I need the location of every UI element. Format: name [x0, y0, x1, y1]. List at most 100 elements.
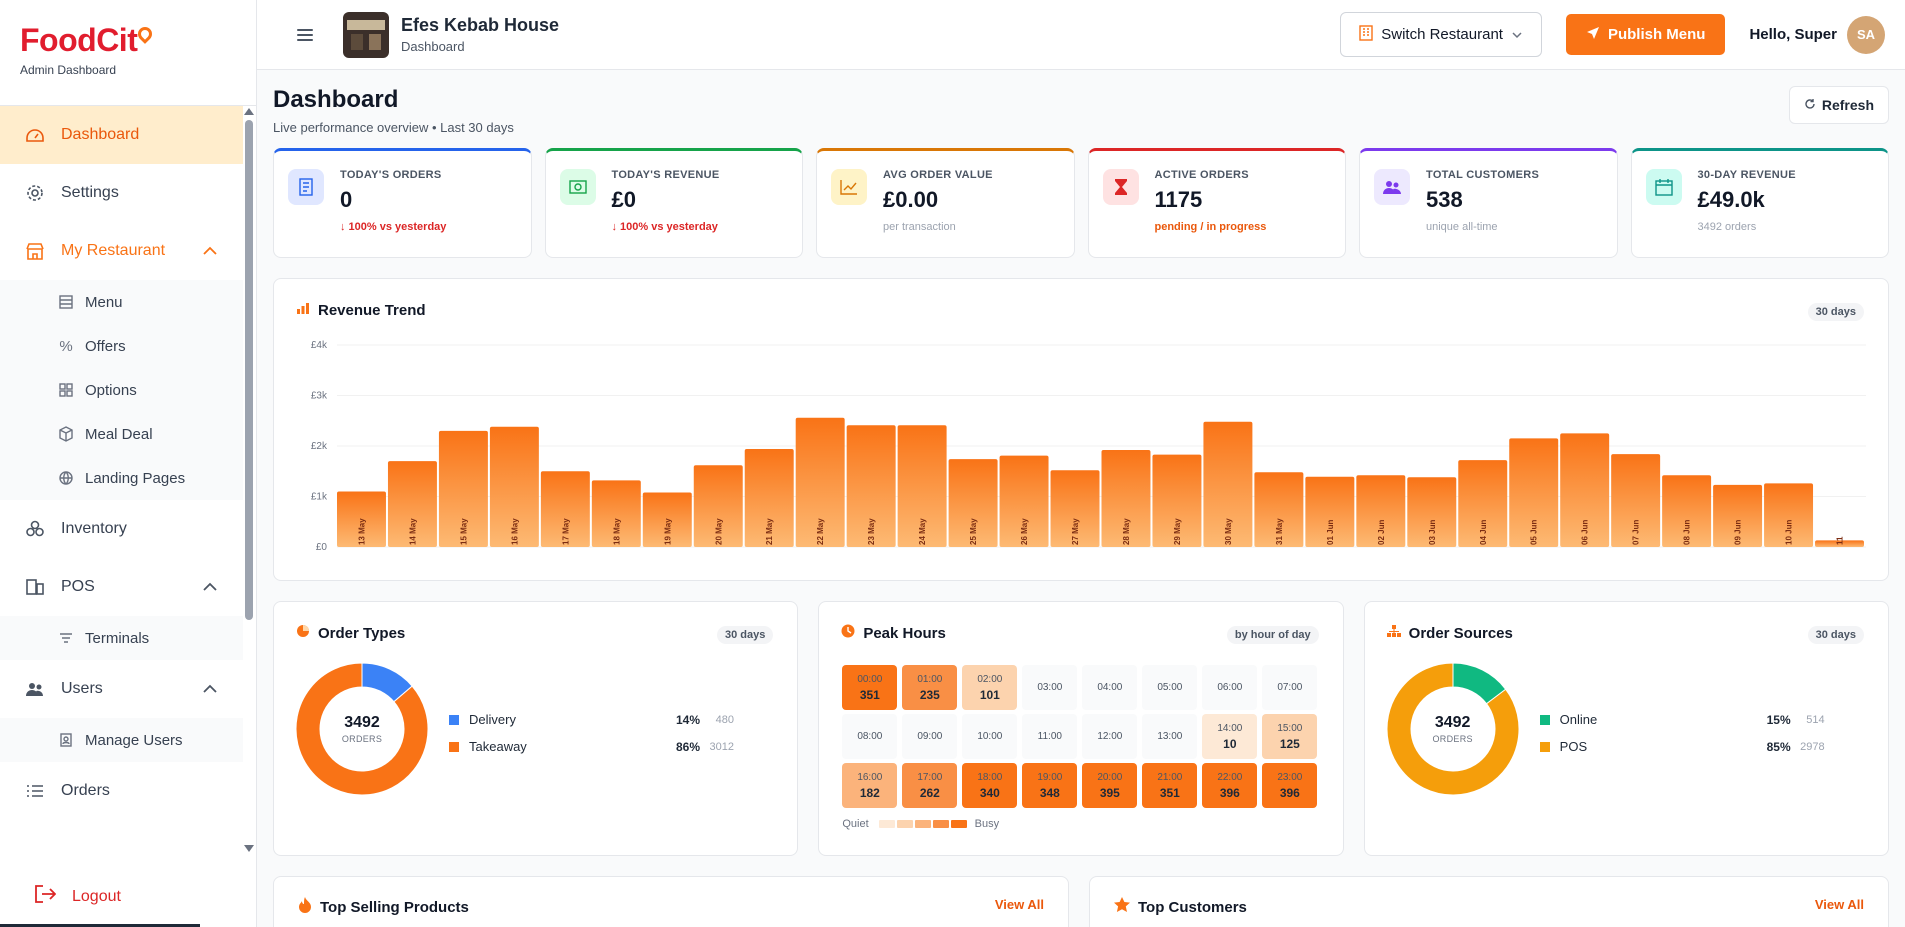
donut-total: 3492 — [344, 714, 380, 731]
revenue-bar[interactable] — [948, 459, 998, 547]
heatmap-cell: 22:00 396 — [1202, 763, 1258, 808]
scroll-down-arrow-icon[interactable] — [244, 845, 254, 852]
view-all-products-link[interactable]: View All — [994, 897, 1044, 912]
revenue-bar[interactable] — [1815, 540, 1864, 547]
sidebar-subitem-menu[interactable]: Menu — [0, 280, 243, 324]
greeting: Hello, Super — [1749, 26, 1837, 43]
heatmap-count: 340 — [979, 785, 1000, 800]
sidebar-subitem-options[interactable]: Options — [0, 368, 243, 412]
revenue-bar[interactable] — [1254, 472, 1304, 547]
restaurant-subtitle: Dashboard — [401, 39, 465, 54]
heatmap-hour: 11:00 — [1037, 731, 1062, 742]
hamburger-menu-icon[interactable] — [297, 28, 313, 41]
sidebar-subitem-terminals[interactable]: Terminals — [0, 616, 243, 660]
sidebar-subitem-meal-deal[interactable]: Meal Deal — [0, 412, 243, 456]
x-tick-label: 08 Jun — [1683, 520, 1692, 545]
chevron-up-icon[interactable] — [201, 578, 219, 596]
sidebar-scrollbar[interactable] — [244, 106, 254, 854]
revenue-bar[interactable] — [999, 455, 1049, 547]
revenue-bar[interactable] — [1458, 460, 1508, 547]
x-tick-label: 13 May — [357, 518, 366, 545]
sidebar-item-pos[interactable]: POS — [0, 558, 243, 616]
revenue-bar[interactable] — [591, 480, 641, 547]
heatmap-hour: 23:00 — [1277, 771, 1303, 783]
sidebar-item-inventory[interactable]: Inventory — [0, 500, 243, 558]
heatmap-hour: 20:00 — [1097, 771, 1123, 783]
sidebar-subitem-landing-pages[interactable]: Landing Pages — [0, 456, 243, 500]
heatmap-quiet-label: Quiet — [842, 818, 869, 830]
receipt-icon — [288, 169, 324, 205]
revenue-bar[interactable] — [1764, 483, 1814, 547]
revenue-bar[interactable] — [1407, 477, 1457, 547]
donut-slice[interactable] — [1386, 662, 1520, 796]
x-tick-label: 06 Jun — [1581, 520, 1590, 545]
avatar[interactable]: SA — [1847, 15, 1885, 54]
sidebar-subitem-offers[interactable]: % Offers — [0, 324, 243, 368]
revenue-bar[interactable] — [795, 417, 845, 547]
sidebar-nav: Dashboard Settings My Restaurant Menu % O… — [0, 106, 243, 854]
refresh-button[interactable]: Refresh — [1788, 86, 1889, 124]
clock-icon — [841, 624, 855, 642]
heatmap-cell: 00:00 351 — [842, 665, 898, 710]
revenue-bar[interactable] — [1050, 470, 1100, 547]
heatmap-cell: 19:00 348 — [1022, 763, 1078, 808]
revenue-bar[interactable] — [1713, 484, 1763, 547]
stat-value: 0 — [340, 187, 353, 212]
order-types-donut-svg — [295, 662, 429, 796]
peak-hours-label: Peak Hours — [863, 624, 946, 642]
revenue-bar[interactable] — [438, 430, 488, 547]
revenue-bar[interactable] — [744, 449, 794, 547]
order-sources-card: Order Sources 30 days 3492 ORDERS Onl — [1363, 601, 1889, 856]
sidebar-item-label: Inventory — [61, 520, 127, 537]
order-types-label: Order Types — [318, 624, 406, 642]
stat-value: 538 — [1426, 187, 1463, 212]
sidebar-item-label: POS — [61, 578, 95, 595]
revenue-bar[interactable] — [1509, 438, 1559, 547]
legend-row-takeaway: Takeaway 86% 3012 — [449, 733, 734, 760]
revenue-bar[interactable] — [540, 471, 590, 547]
revenue-bar[interactable] — [1152, 454, 1202, 547]
switch-restaurant-button[interactable]: Switch Restaurant — [1340, 12, 1542, 57]
donut-slice[interactable] — [295, 662, 429, 796]
trend-up-icon — [831, 169, 867, 205]
revenue-bar[interactable] — [337, 491, 386, 547]
refresh-icon — [1804, 97, 1816, 113]
revenue-bar[interactable] — [1305, 476, 1355, 547]
revenue-bar[interactable] — [1662, 475, 1712, 547]
stat-note: 3492 orders — [1697, 221, 1757, 233]
sidebar-item-label: Orders — [61, 782, 110, 799]
legend-name: Delivery — [469, 712, 516, 727]
logout-button[interactable]: Logout — [34, 884, 121, 909]
chevron-up-icon[interactable] — [201, 680, 219, 698]
sidebar-subitem-manage-users[interactable]: Manage Users — [0, 718, 243, 762]
revenue-bar[interactable] — [693, 465, 743, 547]
revenue-bar[interactable] — [1560, 433, 1610, 547]
revenue-bar[interactable] — [846, 425, 896, 547]
revenue-bar[interactable] — [1203, 421, 1253, 547]
sidebar-item-my-restaurant[interactable]: My Restaurant — [0, 222, 243, 280]
x-tick-label: 18 May — [612, 518, 621, 545]
bottom-row: Top Selling Products View All Top Custom… — [273, 876, 1889, 927]
logo[interactable]: FoodCit — [20, 22, 236, 59]
revenue-bar[interactable] — [387, 461, 437, 547]
scroll-up-arrow-icon[interactable] — [244, 108, 254, 115]
scroll-thumb[interactable] — [245, 120, 253, 620]
chevron-up-icon[interactable] — [201, 242, 219, 260]
building-icon — [1359, 24, 1373, 45]
revenue-range-badge: 30 days — [1807, 303, 1864, 321]
sidebar-item-dashboard[interactable]: Dashboard — [0, 106, 243, 164]
sidebar-item-settings[interactable]: Settings — [0, 164, 243, 222]
calendar-icon — [1645, 169, 1682, 205]
revenue-bar[interactable] — [489, 426, 539, 547]
revenue-bar[interactable] — [642, 492, 692, 547]
revenue-bar[interactable] — [1356, 475, 1406, 547]
x-tick-label: 15 May — [459, 518, 468, 545]
revenue-bar[interactable] — [1611, 454, 1661, 547]
sidebar-item-users[interactable]: Users — [0, 660, 243, 718]
order-types-donut: 3492 ORDERS — [295, 662, 429, 796]
publish-menu-button[interactable]: Publish Menu — [1565, 14, 1726, 55]
revenue-bar[interactable] — [897, 425, 947, 547]
revenue-bar[interactable] — [1101, 450, 1151, 547]
sidebar-item-orders[interactable]: Orders — [0, 762, 243, 820]
view-all-customers-link[interactable]: View All — [1814, 897, 1864, 912]
